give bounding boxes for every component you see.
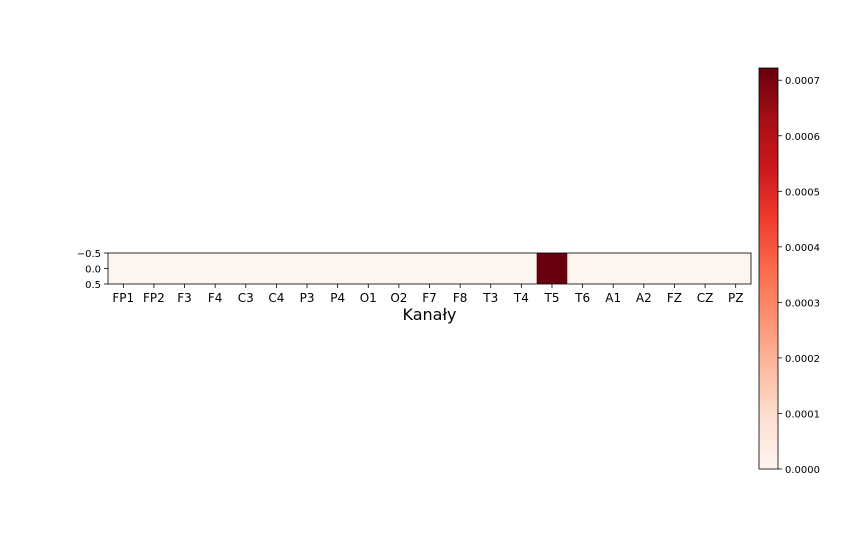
x-tick-label: F8 <box>453 291 468 305</box>
y-tick-label: −0.5 <box>77 249 101 260</box>
x-tick-label: FZ <box>667 291 682 305</box>
heatmap-cell-t5 <box>536 253 568 284</box>
x-tick-label: F3 <box>177 291 192 305</box>
colorbar-tick-label: 0.0002 <box>785 354 820 365</box>
x-tick-label: C3 <box>238 291 254 305</box>
x-axis-label: Kanały <box>403 305 457 324</box>
x-tick-label: O1 <box>360 291 377 305</box>
x-tick-label: A2 <box>636 291 652 305</box>
x-tick-label: PZ <box>728 291 743 305</box>
x-axis: FP1 FP2 F3 F4 C3 C4 P3 P4 O1 O2 F7 F8 T3 T4 T5 T6 A1 A2 FZ… <box>112 284 743 305</box>
heatmap-cell-p4 <box>322 253 354 284</box>
heatmap-cell-c3 <box>230 253 262 284</box>
heatmap-cell-f8 <box>444 253 476 284</box>
heatmap-cell-fz <box>659 253 691 284</box>
heatmap-cell-cz <box>689 253 721 284</box>
heatmap-cell-f7 <box>414 253 446 284</box>
x-tick-label: T6 <box>574 291 590 305</box>
heatmap-cell-f3 <box>169 253 201 284</box>
heatmap-cell-t6 <box>567 253 599 284</box>
x-tick-label: T5 <box>543 291 559 305</box>
colorbar-tick-label: 0.0003 <box>785 298 820 309</box>
x-tick-label: T3 <box>482 291 498 305</box>
x-tick-label: F7 <box>422 291 437 305</box>
x-tick-label: C4 <box>268 291 284 305</box>
y-tick-label: 0.0 <box>85 265 101 276</box>
x-tick-label: P4 <box>330 291 345 305</box>
heatmap-cell-pz <box>720 253 752 284</box>
heatmap-cell-o1 <box>352 253 385 284</box>
x-tick-label: T4 <box>513 291 529 305</box>
colorbar-tick-label: 0.0005 <box>785 187 820 198</box>
x-tick-label: O2 <box>390 291 407 305</box>
heatmap-cell-a2 <box>628 253 660 284</box>
y-tick-label: 0.5 <box>85 280 101 291</box>
heatmap-cell-p3 <box>291 253 323 284</box>
x-tick-label: P3 <box>300 291 315 305</box>
heatmap-cell-fp2 <box>138 253 170 284</box>
y-axis: −0.5 0.0 0.5 <box>77 249 108 291</box>
colorbar-gradient <box>758 67 779 470</box>
x-tick-label: A1 <box>605 291 621 305</box>
colorbar-tick-label: 0.0007 <box>785 76 820 87</box>
heatmap-cell-c4 <box>261 253 293 284</box>
colorbar-tick-label: 0.0000 <box>785 465 820 476</box>
x-tick-label: F4 <box>208 291 223 305</box>
heatmap-cells <box>108 253 752 284</box>
heatmap-cell-t4 <box>506 253 538 284</box>
x-tick-label: FP1 <box>112 291 134 305</box>
colorbar-tick-label: 0.0001 <box>785 409 820 420</box>
heatmap-cell-fp1 <box>108 253 140 284</box>
x-tick-label: CZ <box>697 291 714 305</box>
colorbar-tick-label: 0.0006 <box>785 132 820 143</box>
heatmap-cell-t3 <box>475 253 507 284</box>
colorbar: 0.0000 0.0001 0.0002 0.0003 0.0004 0.0005 0.00… <box>758 67 820 476</box>
heatmap-cell-f4 <box>199 253 231 284</box>
heatmap-cell-a1 <box>597 253 630 284</box>
heatmap-cell-o2 <box>383 253 415 284</box>
colorbar-tick-label: 0.0004 <box>785 243 820 254</box>
x-tick-label: FP2 <box>143 291 165 305</box>
